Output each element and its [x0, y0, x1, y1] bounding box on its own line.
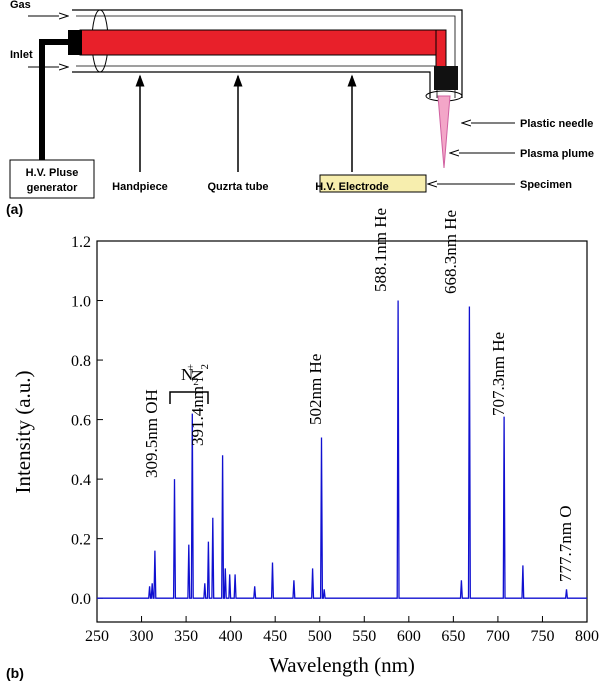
- annotation-sub: 2: [193, 376, 199, 388]
- annotation: 668.3nm He: [441, 210, 460, 294]
- label: Handpiece: [112, 181, 168, 193]
- annotation-text: 502nm He: [306, 354, 325, 425]
- panel-label: (b): [6, 665, 24, 681]
- x-axis-label: Wavelength (nm): [269, 653, 415, 677]
- annotation: 502nm He: [306, 354, 325, 425]
- specimen: [319, 174, 427, 193]
- x-tick-label: 550: [352, 628, 376, 645]
- chart: (b) Wavelength (nm) Intensity (a.u.) 250…: [6, 208, 599, 681]
- y-tick-label: 1.0: [71, 294, 91, 311]
- x-tick-label: 700: [486, 628, 510, 645]
- electrode-tip: [434, 66, 458, 90]
- y-tick-label: 0.6: [71, 413, 91, 430]
- x-tick-label: 450: [263, 628, 287, 645]
- annotation: N2: [181, 365, 199, 388]
- electrode-bend: [435, 29, 447, 69]
- y-tick-label: 0.4: [71, 472, 91, 489]
- plasma-plume: [437, 95, 451, 169]
- annotation-text: 707.3nm He: [489, 332, 508, 416]
- plot-frame: [96, 240, 588, 623]
- y-tick-label: 1.2: [71, 234, 91, 251]
- panel-label: (a): [6, 201, 23, 217]
- label: Quzrta tube: [207, 181, 268, 193]
- y-tick-label: 0.8: [71, 353, 91, 370]
- annotation: 777.7nm O: [556, 506, 575, 583]
- annotation: 588.1nm He: [371, 208, 390, 292]
- generator-box: [9, 159, 95, 199]
- label: Gas: [10, 0, 31, 11]
- x-tick-label: 300: [130, 628, 154, 645]
- cable: [39, 39, 70, 160]
- spectrum-line: [97, 300, 587, 599]
- diagram: Gas Inlet H.V. Pluse generator Handpiece…: [6, 0, 594, 217]
- x-tick-label: 500: [308, 628, 332, 645]
- x-tick-label: 750: [530, 628, 554, 645]
- x-tick-label: 400: [219, 628, 243, 645]
- bracket: [169, 391, 209, 404]
- x-tick-label: 650: [441, 628, 465, 645]
- annotation-text: 668.3nm He: [441, 210, 460, 294]
- label: Plasma plume: [520, 148, 594, 160]
- label: Inlet: [10, 49, 33, 61]
- label: Specimen: [520, 179, 572, 191]
- annotation-text: 588.1nm He: [371, 208, 390, 292]
- tube-inner: [76, 15, 456, 98]
- annotation: 309.5nm OH: [142, 389, 161, 478]
- annotation-text: 777.7nm O: [556, 506, 575, 583]
- label: H.V. Electrode: [315, 181, 389, 193]
- annotation-sup: +: [185, 364, 197, 370]
- label: Plastic needle: [520, 118, 593, 130]
- x-tick-label: 600: [397, 628, 421, 645]
- x-tick-label: 350: [174, 628, 198, 645]
- label: H.V. Pluse: [26, 167, 79, 179]
- annotation: 707.3nm He: [489, 332, 508, 416]
- label: generator: [27, 182, 78, 194]
- y-axis-label: Intensity (a.u.): [11, 370, 35, 493]
- y-tick-label: 0.2: [71, 532, 91, 549]
- annotation-sub: 2: [199, 364, 211, 370]
- x-tick-label: 800: [575, 628, 599, 645]
- annotation-text: 391.4nm N: [188, 370, 207, 447]
- cap: [68, 30, 82, 55]
- tube-outline: [72, 9, 463, 98]
- annotation: 391.4nm N2+: [185, 364, 211, 446]
- annotation-text: N: [181, 365, 193, 384]
- y-tick-label: 0.0: [71, 591, 91, 608]
- annotation-text: 309.5nm OH: [142, 389, 161, 478]
- electrode-rod: [79, 29, 447, 56]
- x-tick-label: 250: [85, 628, 109, 645]
